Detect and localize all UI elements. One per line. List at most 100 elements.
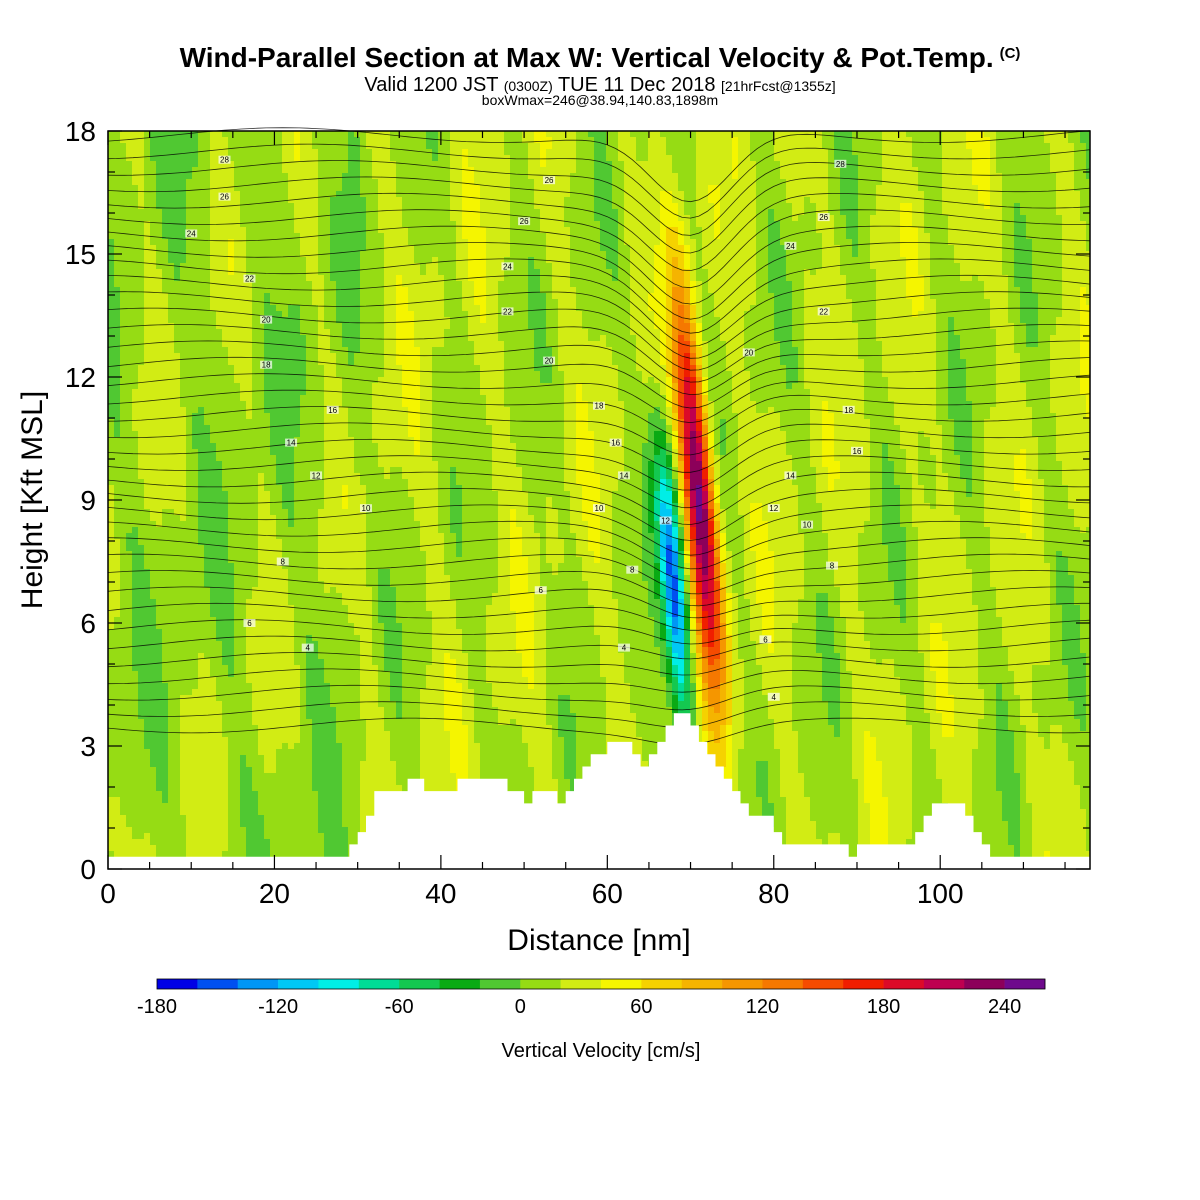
colorbar-tick-label: 60 xyxy=(630,996,652,1018)
theta-label-text: 18 xyxy=(595,402,604,411)
theta-label-text: 8 xyxy=(830,562,835,571)
theta-label-text: 12 xyxy=(769,504,778,513)
theta-label: 16 xyxy=(610,439,622,448)
theta-label: 8 xyxy=(277,558,289,567)
theta-label: 16 xyxy=(851,447,863,456)
theta-label: 18 xyxy=(593,402,605,411)
colorbar-swatch xyxy=(924,979,965,989)
y-tick-label: 18 xyxy=(65,116,96,147)
colorbar-swatch xyxy=(803,979,844,989)
theta-label: 20 xyxy=(260,316,272,325)
theta-label-text: 12 xyxy=(661,517,670,526)
colorbar-swatch xyxy=(197,979,238,989)
theta-label-text: 10 xyxy=(595,504,604,513)
colorbar-swatch xyxy=(359,979,400,989)
y-tick-label: 3 xyxy=(80,731,96,762)
theta-label: 24 xyxy=(501,262,513,271)
y-tick-label: 12 xyxy=(65,362,96,393)
theta-label: 10 xyxy=(593,504,605,513)
y-tick-label: 6 xyxy=(80,608,96,639)
theta-label: 6 xyxy=(535,586,547,595)
y-tick-label: 9 xyxy=(80,485,96,516)
theta-label: 18 xyxy=(260,361,272,370)
colorbar-swatch xyxy=(278,979,319,989)
theta-label: 4 xyxy=(302,644,314,653)
theta-label-text: 22 xyxy=(503,307,512,316)
x-tick-label: 40 xyxy=(425,878,456,909)
theta-label-text: 22 xyxy=(819,307,828,316)
colorbar-tick-label: 0 xyxy=(515,996,526,1018)
theta-label: 28 xyxy=(219,156,231,165)
theta-label-text: 16 xyxy=(328,406,337,415)
theta-label-text: 14 xyxy=(786,471,795,480)
theta-label: 10 xyxy=(801,521,813,530)
theta-label: 20 xyxy=(743,348,755,357)
colorbar-tick-label: 180 xyxy=(867,996,900,1018)
theta-label-text: 8 xyxy=(281,558,286,567)
colorbar-swatch xyxy=(884,979,925,989)
theta-label-text: 28 xyxy=(220,156,229,165)
colorbar-label: Vertical Velocity [cm/s] xyxy=(502,1040,701,1062)
colorbar-swatch xyxy=(238,979,279,989)
theta-label: 20 xyxy=(543,357,555,366)
theta-label-text: 8 xyxy=(630,566,635,575)
colorbar-swatch xyxy=(722,979,763,989)
x-tick-label: 80 xyxy=(758,878,789,909)
colorbar-swatch xyxy=(682,979,723,989)
theta-label: 8 xyxy=(826,562,838,571)
theta-label: 22 xyxy=(818,307,830,316)
theta-label-text: 16 xyxy=(611,439,620,448)
y-axis-label: Height [Kft MSL] xyxy=(16,391,49,609)
theta-label-text: 20 xyxy=(545,357,554,366)
theta-label: 24 xyxy=(185,230,197,239)
colorbar-swatch xyxy=(561,979,602,989)
theta-label-text: 22 xyxy=(245,275,254,284)
colorbar-swatch xyxy=(520,979,561,989)
theta-label: 26 xyxy=(818,213,830,222)
theta-label: 4 xyxy=(768,693,780,702)
x-tick-label: 60 xyxy=(592,878,623,909)
theta-label: 6 xyxy=(759,635,771,644)
y-tick-label: 0 xyxy=(80,854,96,885)
theta-label-text: 24 xyxy=(786,242,795,251)
colorbar-tick-label: -120 xyxy=(258,996,298,1018)
colorbar-tick-label: -180 xyxy=(137,996,177,1018)
theta-label: 14 xyxy=(285,439,297,448)
theta-label-text: 20 xyxy=(744,348,753,357)
theta-label-text: 24 xyxy=(503,262,512,271)
theta-label-text: 10 xyxy=(362,504,371,513)
theta-label-text: 28 xyxy=(836,160,845,169)
colorbar-swatch xyxy=(157,979,198,989)
colorbar-swatch xyxy=(399,979,440,989)
colorbar-tick-label: 240 xyxy=(988,996,1021,1018)
theta-label-text: 26 xyxy=(520,217,529,226)
theta-label-text: 26 xyxy=(819,213,828,222)
x-tick-label: 20 xyxy=(259,878,290,909)
theta-label-text: 10 xyxy=(803,521,812,530)
theta-label: 18 xyxy=(843,406,855,415)
theta-label: 24 xyxy=(784,242,796,251)
theta-label-text: 26 xyxy=(220,193,229,202)
theta-label-text: 6 xyxy=(539,586,544,595)
colorbar-swatch xyxy=(318,979,359,989)
colorbar-tick-label: 120 xyxy=(746,996,779,1018)
theta-label: 10 xyxy=(360,504,372,513)
theta-label-text: 4 xyxy=(772,693,777,702)
colorbar-swatch xyxy=(480,979,521,989)
theta-label: 4 xyxy=(618,644,630,653)
colorbar-swatch xyxy=(964,979,1005,989)
theta-label: 14 xyxy=(784,471,796,480)
theta-label: 14 xyxy=(618,471,630,480)
colorbar-tick-label: -60 xyxy=(385,996,414,1018)
theta-label-text: 6 xyxy=(763,635,768,644)
x-tick-label: 0 xyxy=(100,878,116,909)
colorbar-swatch xyxy=(641,979,682,989)
theta-label: 16 xyxy=(327,406,339,415)
y-tick-label: 15 xyxy=(65,239,96,270)
theta-label-text: 12 xyxy=(312,471,321,480)
theta-label-text: 4 xyxy=(306,644,311,653)
theta-label: 22 xyxy=(243,275,255,284)
theta-label: 8 xyxy=(626,566,638,575)
colorbar-swatch xyxy=(843,979,884,989)
